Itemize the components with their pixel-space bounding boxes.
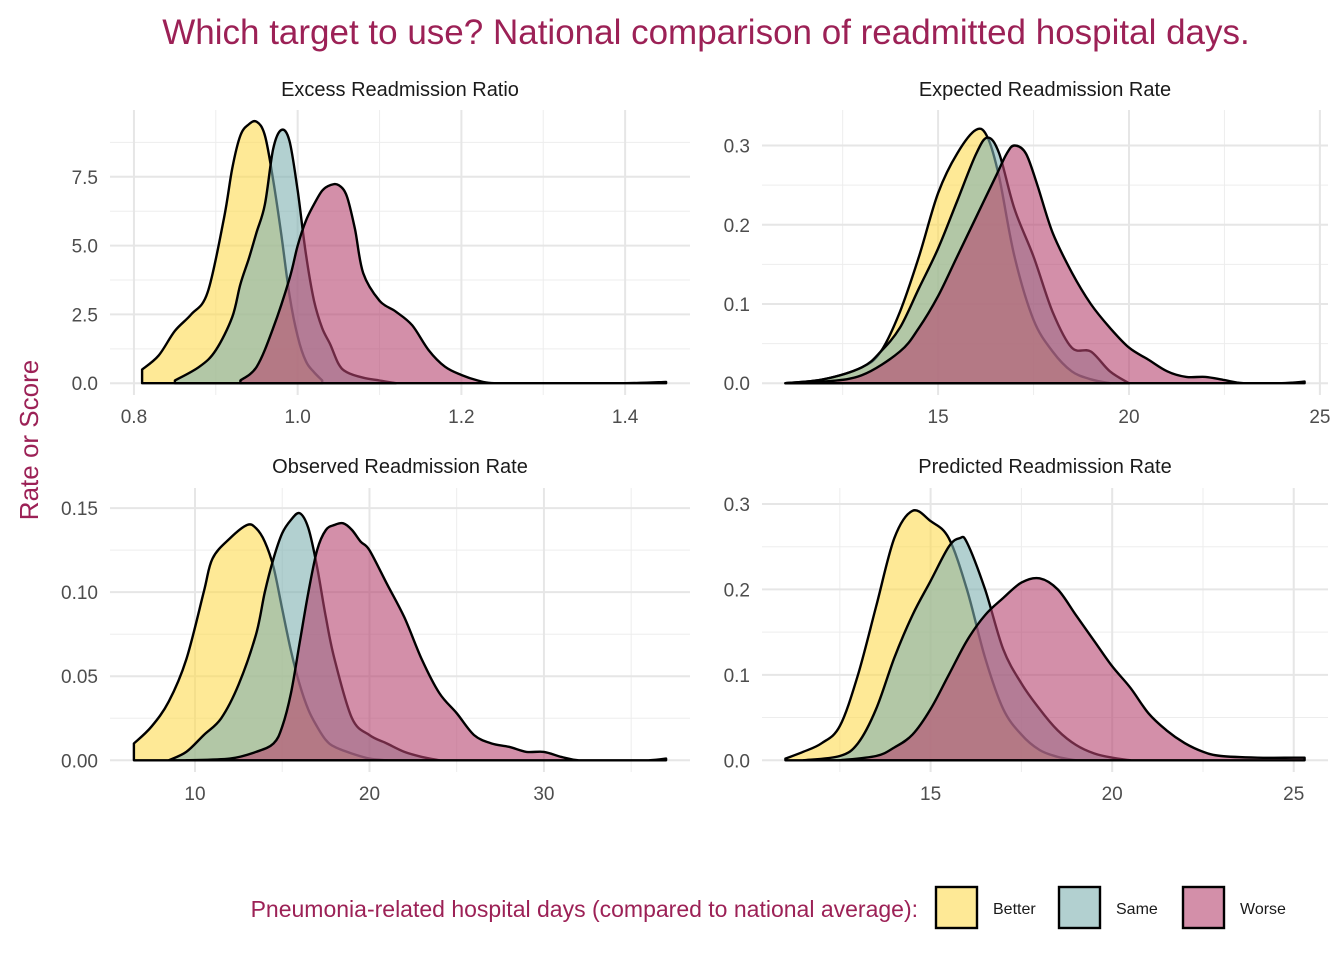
y-tick-label: 0.0 [724, 751, 750, 772]
density-worse [239, 182, 668, 385]
legend-label: Better [993, 901, 1036, 918]
y-tick-label: 0.3 [724, 137, 750, 158]
facet-panel-2: Expected Readmission Rate 15 20 25 0.0 0.1 0.2… [724, 79, 1331, 428]
y-tick-label: 0.10 [61, 583, 98, 604]
x-tick-label: 30 [533, 784, 554, 805]
facet-title: Expected Readmission Rate [919, 79, 1171, 101]
x-tick-label: 10 [184, 784, 205, 805]
legend-item-worse: Worse [1181, 885, 1286, 930]
facet-panel-1: Excess Readmission Ratio 0.8 1.0 1.2 1.4 0.0 2… [72, 79, 690, 428]
density-series [784, 509, 1306, 762]
x-tick-label: 15 [928, 407, 949, 428]
facet-panel-3: Observed Readmission Rate 10 20 30 0.00 0.05 0… [61, 456, 690, 805]
y-tick-label: 0.2 [724, 580, 750, 601]
legend-label: Same [1116, 901, 1158, 918]
y-tick-label: 0.2 [724, 216, 750, 237]
x-tick-label: 20 [1118, 407, 1139, 428]
legend: Pneumonia-related hospital days (compare… [251, 885, 1286, 930]
y-tick-label: 0.3 [724, 495, 750, 516]
y-tick-label: 0.00 [61, 751, 98, 772]
density-worse [838, 576, 1306, 762]
y-tick-label: 0.05 [61, 667, 98, 688]
legend-label: Worse [1240, 901, 1286, 918]
y-tick-label: 0.1 [724, 295, 750, 316]
legend-swatch [1181, 885, 1226, 930]
chart-title: Which target to use? National comparison… [162, 13, 1250, 52]
facet-panel-4: Predicted Readmission Rate 15 20 25 0.0 0.1 0.… [724, 456, 1328, 805]
facet-panels: Excess Readmission Ratio 0.8 1.0 1.2 1.4 0.0 2… [61, 79, 1330, 805]
y-tick-label: 2.5 [72, 305, 98, 326]
x-tick-label: 0.8 [121, 407, 147, 428]
x-tick-label: 15 [920, 784, 941, 805]
y-tick-label: 5.0 [72, 237, 98, 258]
x-tick-label: 1.0 [284, 407, 310, 428]
legend-item-better: Better [934, 885, 1036, 930]
x-tick-label: 25 [1309, 407, 1330, 428]
y-axis-label: Rate or Score [14, 360, 44, 520]
legend-swatch [1057, 885, 1102, 930]
legend-swatch [934, 885, 979, 930]
facet-title: Excess Readmission Ratio [281, 79, 519, 101]
density-worse [185, 521, 668, 762]
legend-items: Better Same Worse [934, 885, 1286, 930]
density-series [140, 119, 668, 385]
y-tick-label: 0.15 [61, 499, 98, 520]
density-series [784, 127, 1306, 385]
x-tick-label: 20 [359, 784, 380, 805]
facet-title: Predicted Readmission Rate [918, 456, 1171, 478]
density-series [132, 511, 668, 762]
y-tick-label: 0.0 [72, 374, 98, 395]
facet-title: Observed Readmission Rate [272, 456, 528, 478]
x-tick-label: 1.2 [448, 407, 474, 428]
y-tick-label: 7.5 [72, 168, 98, 189]
legend-item-same: Same [1057, 885, 1158, 930]
x-tick-label: 20 [1102, 784, 1123, 805]
y-tick-label: 0.1 [724, 666, 750, 687]
x-tick-label: 25 [1283, 784, 1304, 805]
x-tick-label: 1.4 [612, 407, 639, 428]
legend-title: Pneumonia-related hospital days (compare… [251, 896, 918, 922]
y-tick-label: 0.0 [724, 374, 750, 395]
density-worse [784, 144, 1306, 385]
